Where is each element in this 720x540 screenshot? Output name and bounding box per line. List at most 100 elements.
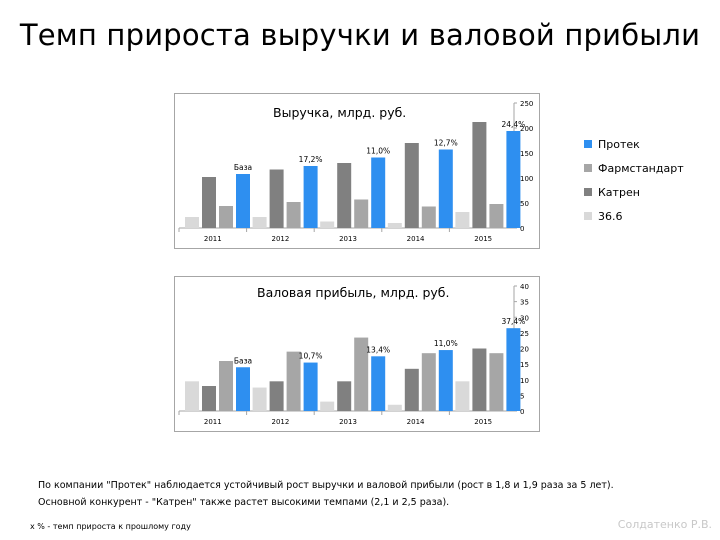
gross-profit-bar <box>404 368 419 411</box>
revenue-bar <box>252 217 267 228</box>
revenue-bar <box>455 212 470 228</box>
revenue-y-tick-label: 250 <box>520 100 533 108</box>
revenue-bar <box>303 166 318 228</box>
revenue-bar <box>337 163 352 228</box>
gross-profit-bar <box>371 356 386 411</box>
revenue-chart: Выручка, млрд. руб. 0 50 100 150 200 250 2011 Ба… <box>174 93 540 249</box>
gross-profit-y-tick-label: 25 <box>520 330 529 338</box>
gross-profit-growth-label: 37,4% <box>501 317 525 326</box>
gross-profit-x-tick-label: 2011 <box>204 418 222 426</box>
gross-profit-bar <box>506 328 521 411</box>
revenue-bar <box>438 149 453 228</box>
revenue-x-tick-label: 2014 <box>407 235 425 243</box>
revenue-bar <box>421 206 436 228</box>
legend-swatch-protek <box>584 140 592 148</box>
legend-label-pharmstandard: Фармстандарт <box>598 161 684 175</box>
revenue-x-tick-label: 2012 <box>271 235 289 243</box>
revenue-bar <box>236 174 250 228</box>
revenue-bar <box>371 157 386 228</box>
gross-profit-y-tick-label: 10 <box>520 377 529 385</box>
gross-profit-x-tick-label: 2015 <box>474 418 492 426</box>
legend-item-protek: Протек <box>584 132 684 156</box>
revenue-growth-label: 17,2% <box>299 155 323 164</box>
gross-profit-bar <box>303 362 318 411</box>
gross-profit-y-tick-label: 0 <box>520 408 524 416</box>
gross-profit-y-tick-label: 35 <box>520 299 529 307</box>
gross-profit-bar <box>320 401 335 411</box>
gross-profit-bar <box>354 337 369 411</box>
gross-profit-x-tick-label: 2013 <box>339 418 357 426</box>
gross-profit-bar <box>489 353 504 411</box>
revenue-growth-label: 11,0% <box>366 147 390 156</box>
legend-label-protek: Протек <box>598 137 640 151</box>
gross-profit-bar <box>387 404 402 411</box>
gross-profit-growth-label: 10,7% <box>299 352 323 361</box>
legend-item-pharmstandard: Фармстандарт <box>584 156 684 180</box>
gross-profit-bar <box>269 381 284 411</box>
revenue-bar <box>286 202 301 228</box>
gross-profit-chart: Валовая прибыль, млрд. руб. 0 5 10 15 20 25 30 3… <box>174 276 540 432</box>
author-name: Солдатенко Р.В. <box>617 518 712 531</box>
slide-title: Темп прироста выручки и валовой прибыли <box>19 18 701 52</box>
gross-profit-y-tick-label: 5 <box>520 392 524 400</box>
summary-note-line-2: Основной конкурент - "Катрен" также раст… <box>38 497 450 508</box>
legend-swatch-36-6 <box>584 212 592 220</box>
gross-profit-bar <box>472 348 487 411</box>
gross-profit-y-tick-label: 20 <box>520 346 529 354</box>
revenue-x-tick-label: 2013 <box>339 235 357 243</box>
legend-label-36-6: 36.6 <box>598 209 623 223</box>
gross-profit-growth-label: 11,0% <box>434 339 458 348</box>
revenue-bar <box>269 169 284 228</box>
summary-note-line-1: По компании "Протек" наблюдается устойчи… <box>38 480 614 491</box>
revenue-bar <box>489 204 504 228</box>
revenue-growth-label: База <box>234 163 252 172</box>
revenue-bar <box>404 143 419 228</box>
gross-profit-bar <box>252 387 267 411</box>
revenue-growth-label: 24,4% <box>501 120 525 129</box>
revenue-growth-label: 12,7% <box>434 139 458 148</box>
revenue-x-tick-label: 2015 <box>474 235 492 243</box>
gross-profit-bar <box>438 350 453 411</box>
gross-profit-bar <box>286 351 301 411</box>
gross-profit-chart-plot: Валовая прибыль, млрд. руб.0510152025303… <box>178 283 529 426</box>
revenue-bar <box>185 217 199 228</box>
gross-profit-growth-label: База <box>234 356 252 365</box>
revenue-chart-title: Выручка, млрд. руб. <box>273 105 406 120</box>
revenue-y-tick-label: 150 <box>520 150 533 158</box>
gross-profit-chart-title: Валовая прибыль, млрд. руб. <box>257 285 449 300</box>
legend-item-36-6: 36.6 <box>584 204 684 228</box>
summary-note: По компании "Протек" наблюдается устойчи… <box>38 477 614 511</box>
revenue-y-tick-label: 100 <box>520 175 533 183</box>
revenue-y-tick-label: 0 <box>520 225 524 233</box>
gross-profit-bar <box>185 381 199 411</box>
revenue-bar <box>202 177 216 228</box>
gross-profit-y-tick-label: 40 <box>520 283 529 291</box>
gross-profit-growth-label: 13,4% <box>366 345 390 354</box>
gross-profit-bar <box>455 381 470 411</box>
revenue-x-tick-label: 2011 <box>204 235 222 243</box>
revenue-bar <box>506 131 521 228</box>
revenue-y-tick-label: 50 <box>520 200 529 208</box>
revenue-bar <box>354 199 369 228</box>
legend-label-katren: Катрен <box>598 185 640 199</box>
legend-swatch-pharmstandard <box>584 164 592 172</box>
revenue-bar <box>387 223 402 228</box>
revenue-chart-plot: Выручка, млрд. руб. 0 50 100 150 200 250 2011 Ба… <box>178 100 533 243</box>
gross-profit-x-tick-label: 2012 <box>271 418 289 426</box>
revenue-y-tick-label: 200 <box>520 125 533 133</box>
revenue-bar <box>320 221 335 228</box>
revenue-bar <box>472 122 487 228</box>
gross-profit-x-tick-label: 2014 <box>407 418 425 426</box>
footnote: x % - темп прироста к прошлому году <box>30 522 191 531</box>
gross-profit-bar <box>202 386 216 411</box>
legend-swatch-katren <box>584 188 592 196</box>
legend-item-katren: Катрен <box>584 180 684 204</box>
revenue-bar <box>219 206 233 228</box>
gross-profit-bar <box>219 361 233 411</box>
gross-profit-y-tick-label: 30 <box>520 314 529 322</box>
gross-profit-y-tick-label: 15 <box>520 361 529 369</box>
gross-profit-bar <box>337 381 352 411</box>
chart-legend: Протек Фармстандарт Катрен 36.6 <box>584 132 684 228</box>
gross-profit-bar <box>236 367 250 411</box>
gross-profit-bar <box>421 353 436 411</box>
